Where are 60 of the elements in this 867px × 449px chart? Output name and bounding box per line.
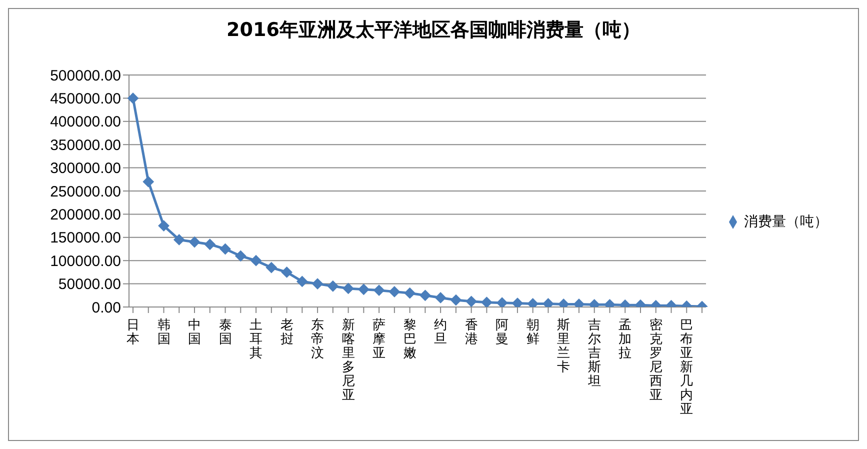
x-tick-label: 新喀里多尼亚 [342,318,355,403]
point [281,266,292,278]
point [496,297,508,307]
point [204,238,216,250]
x-tick-label: 密克罗尼西亚 [649,318,662,403]
x-tick-label: 中国 [188,318,202,347]
y-tick-label: 350000.00 [50,136,121,154]
point [374,284,385,296]
point [327,280,338,292]
x-tick-label: 吉尔吉斯坦 [586,318,601,389]
point [142,176,154,188]
point [404,288,416,299]
point [128,92,138,104]
point [420,290,431,301]
chart-title: 2016年亚洲及太平洋地区各国咖啡消费量（吨） [226,18,642,43]
point [266,262,277,274]
y-tick-label: 400000.00 [50,114,121,131]
x-tick-label: 孟加拉 [618,318,632,361]
x-tick-label: 萨摩亚 [372,318,386,361]
x-tick-label: 老挝 [280,318,294,347]
y-tick-label: 500000.00 [50,67,121,84]
point [358,284,370,295]
point [296,276,308,287]
x-tick-label: 约旦 [434,318,448,347]
x-tick-label: 黎巴嫩 [403,318,416,361]
point [450,294,462,306]
x-tick-label: 斯里兰卡 [557,318,570,375]
y-tick-label: 50000.00 [58,276,121,294]
y-tick-label: 250000.00 [50,183,121,200]
point [542,298,554,307]
point [235,250,246,262]
point [481,296,492,307]
point [158,220,170,232]
point [435,292,446,304]
legend-label: 消费量（吨） [744,214,828,230]
point [512,298,523,307]
x-tick-label: 日本 [126,318,140,347]
point [527,298,538,307]
y-tick-label: 0.00 [92,299,121,316]
y-tick-label: 150000.00 [50,230,121,247]
y-tick-label: 100000.00 [50,252,121,270]
y-tick-label: 300000.00 [50,160,121,178]
point [220,244,231,254]
point [466,296,477,307]
x-tick-label: 阿曼 [496,318,509,347]
point [312,278,324,290]
point [174,234,185,246]
x-tick-label: 东帝汶 [311,318,324,361]
x-tick-label: 香港 [464,318,478,347]
y-tick-label: 450000.00 [50,90,121,108]
x-tick-label: 巴布亚新几内亚 [680,318,694,417]
x-tick-label: 泰国 [218,318,232,347]
point [342,282,354,294]
y-tick-label: 200000.00 [50,206,121,224]
point [250,255,262,266]
point [388,286,400,298]
point [189,236,200,248]
x-tick-label: 土耳其 [250,318,263,361]
x-tick-label: 朝鲜 [526,318,540,347]
x-tick-label: 韩国 [157,318,170,347]
